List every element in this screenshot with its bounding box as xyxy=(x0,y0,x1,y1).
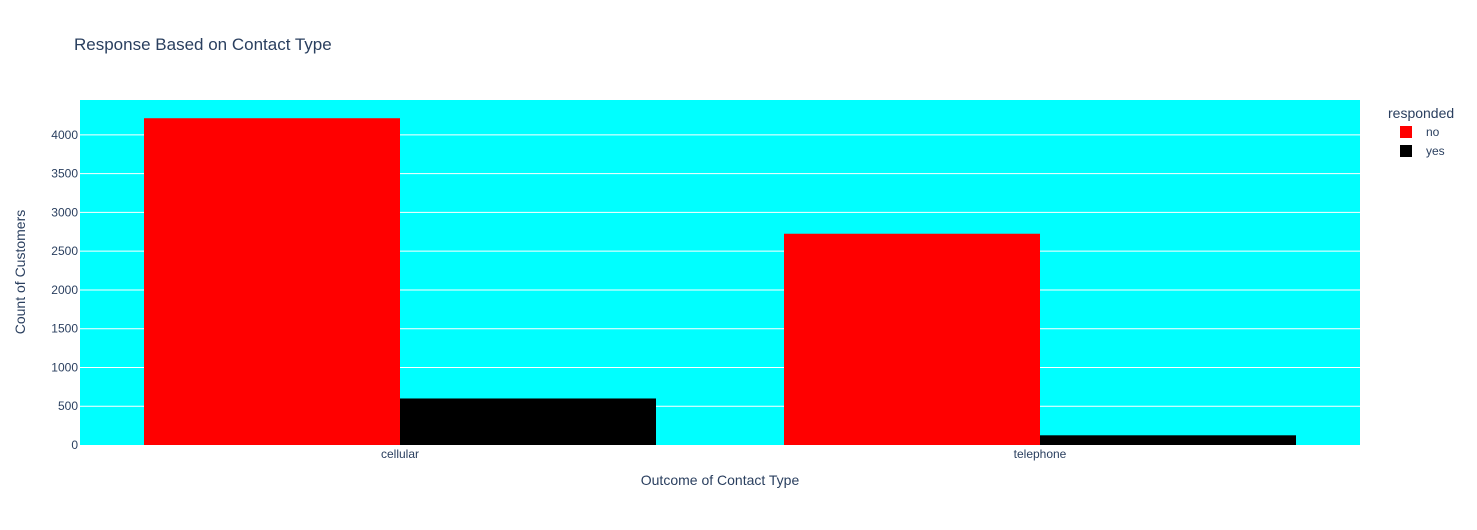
y-tick-label: 4000 xyxy=(51,128,78,142)
legend-swatch xyxy=(1400,126,1412,138)
y-tick-label: 0 xyxy=(71,438,78,452)
x-tick-label: telephone xyxy=(1014,447,1067,461)
y-tick-label: 1500 xyxy=(51,322,78,336)
legend[interactable]: responded no yes xyxy=(1388,105,1454,158)
legend-item-yes[interactable]: yes xyxy=(1400,144,1445,158)
y-tick-label: 1000 xyxy=(51,360,78,374)
bar-yes-cellular[interactable] xyxy=(400,398,656,445)
bars xyxy=(144,118,1296,445)
legend-label: yes xyxy=(1426,144,1445,158)
x-axis-title: Outcome of Contact Type xyxy=(641,472,800,488)
legend-title: responded xyxy=(1388,105,1454,121)
x-tick-label: cellular xyxy=(381,447,419,461)
legend-label: no xyxy=(1426,125,1440,139)
legend-item-no[interactable]: no xyxy=(1400,125,1440,139)
bar-yes-telephone[interactable] xyxy=(1040,435,1296,445)
y-tick-label: 3000 xyxy=(51,205,78,219)
chart-title: Response Based on Contact Type xyxy=(74,35,332,54)
legend-swatch xyxy=(1400,145,1412,157)
y-tick-label: 2500 xyxy=(51,244,78,258)
y-tick-label: 2000 xyxy=(51,283,78,297)
y-axis-ticks: 0 500 1000 1500 2000 2500 3000 3500 4000 xyxy=(51,128,78,452)
y-tick-label: 500 xyxy=(58,399,78,413)
y-axis-title: Count of Customers xyxy=(12,210,28,335)
bar-no-telephone[interactable] xyxy=(784,233,1040,445)
x-axis-ticks: cellular telephone xyxy=(381,447,1067,461)
bar-no-cellular[interactable] xyxy=(144,118,400,445)
y-tick-label: 3500 xyxy=(51,167,78,181)
